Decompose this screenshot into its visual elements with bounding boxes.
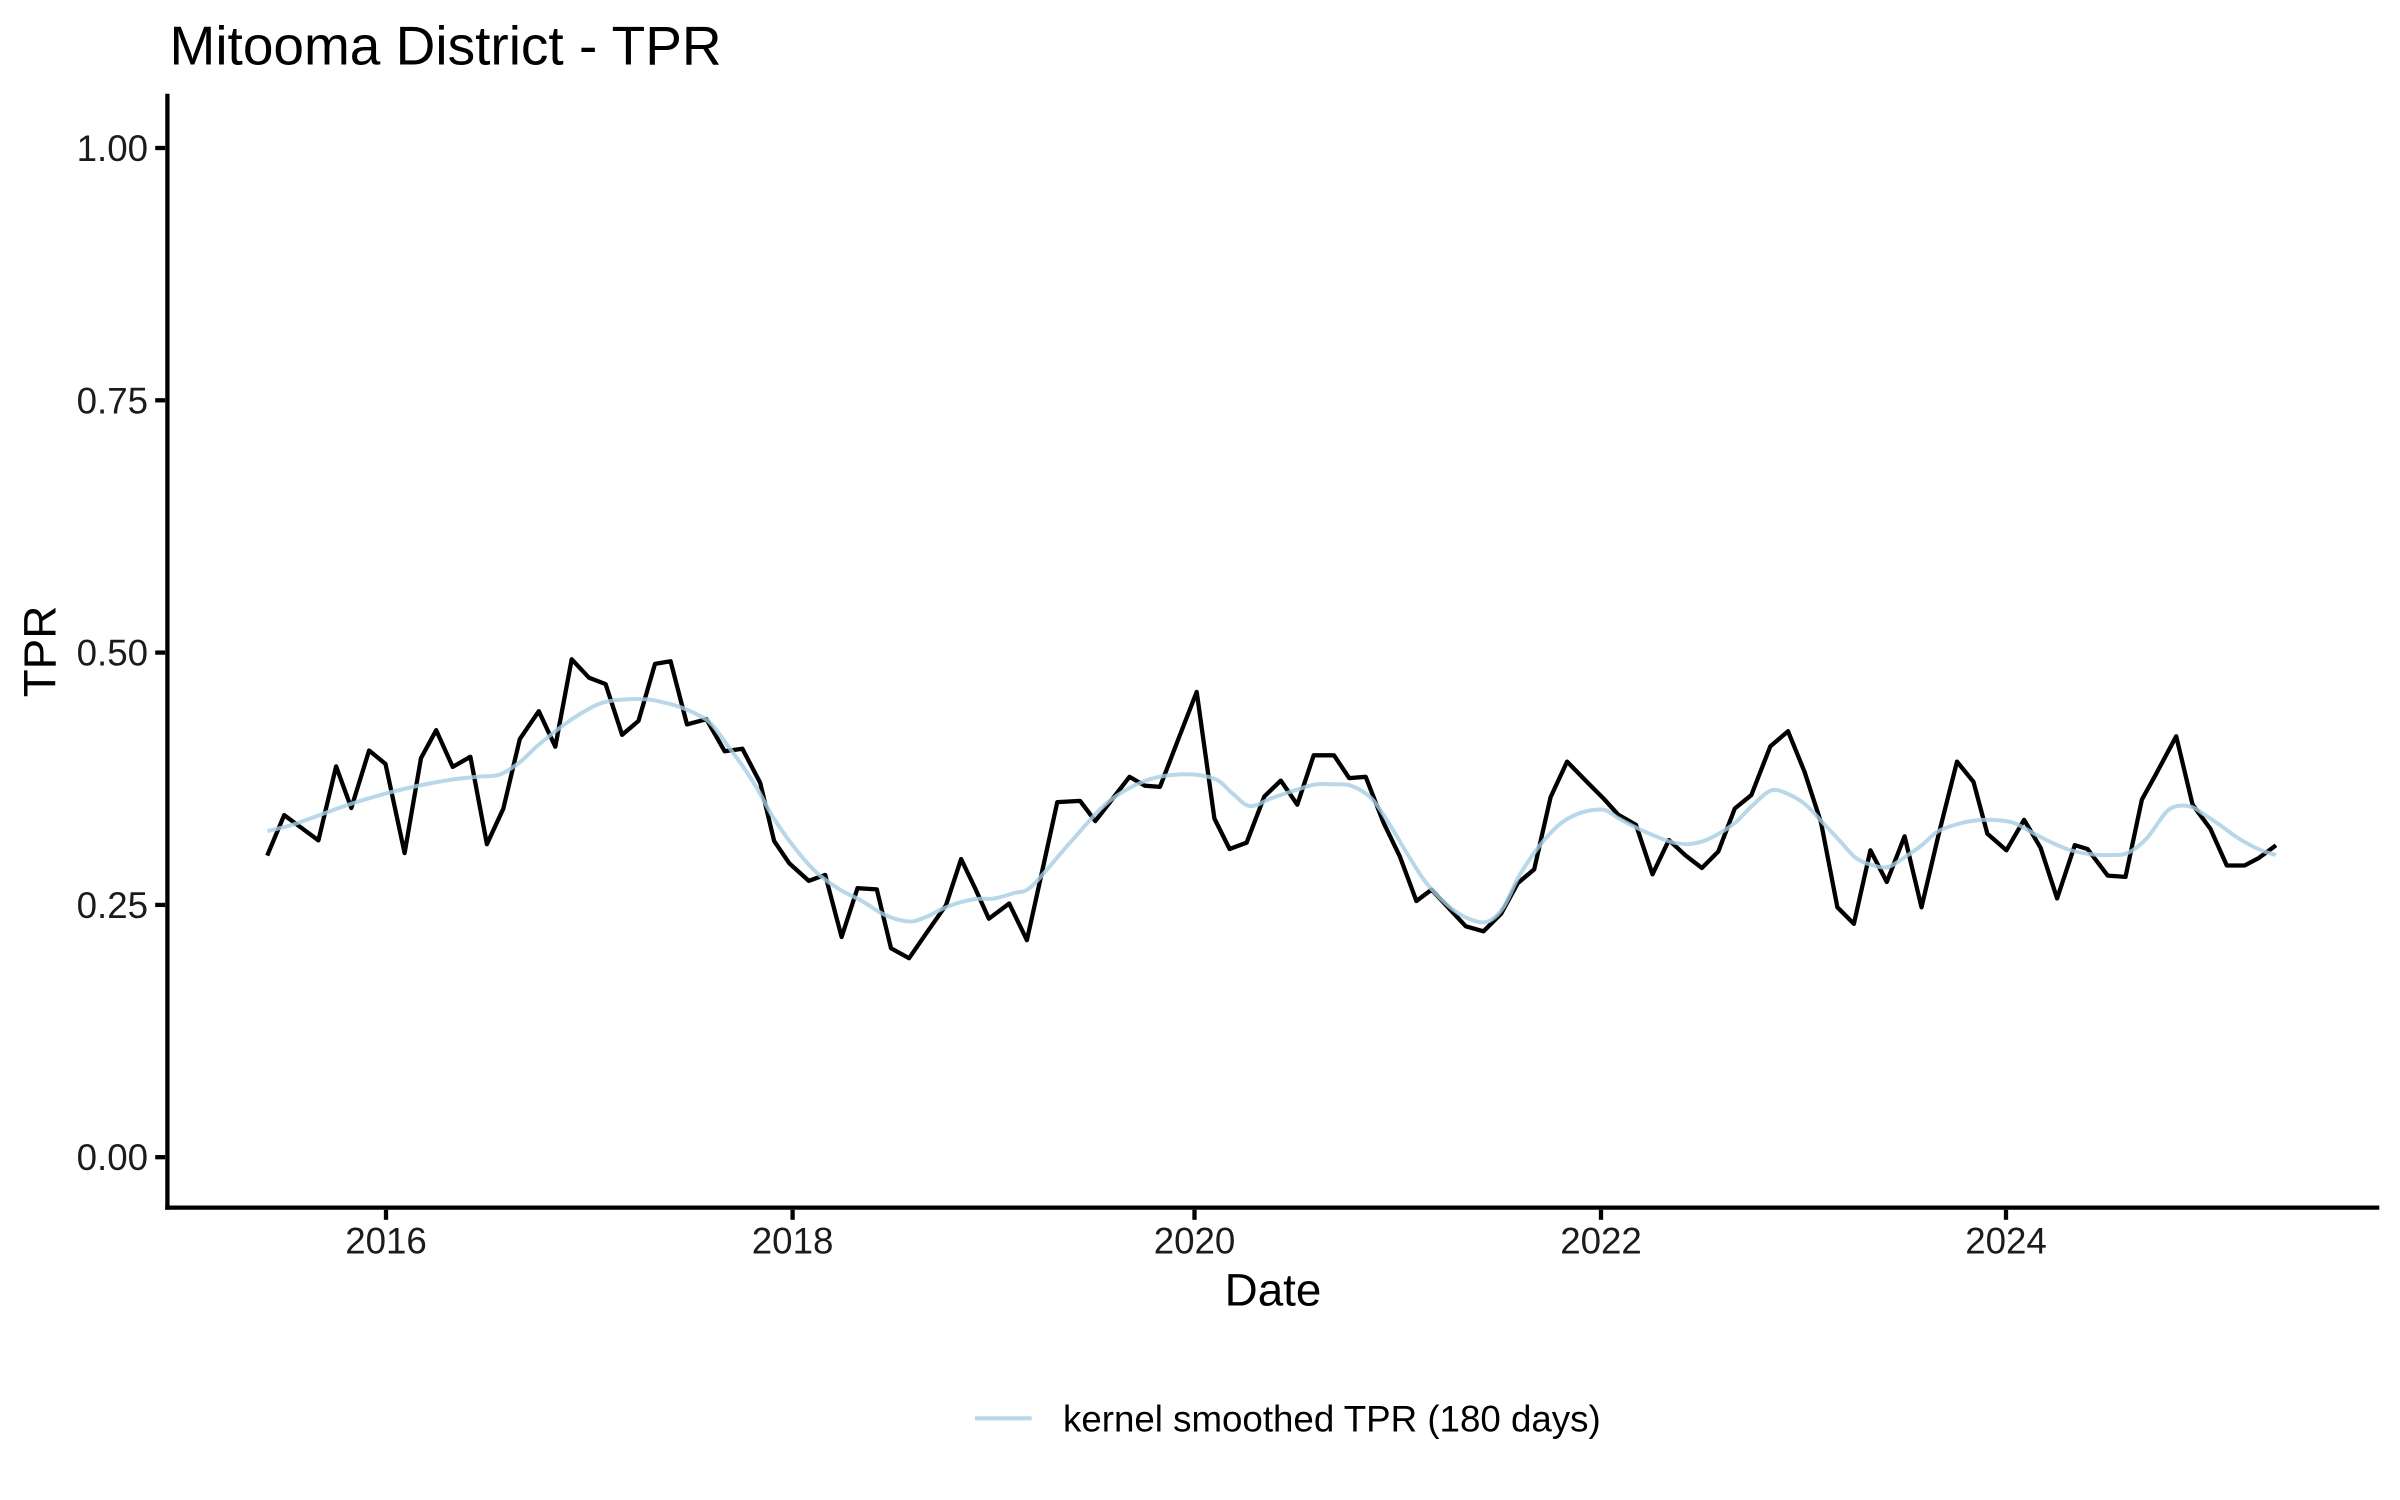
svg-text:2022: 2022 xyxy=(1560,1221,1642,1262)
svg-text:0.25: 0.25 xyxy=(77,885,148,926)
svg-text:0.00: 0.00 xyxy=(77,1137,148,1178)
svg-text:2024: 2024 xyxy=(1965,1221,2047,1262)
svg-text:TPR: TPR xyxy=(14,606,65,698)
svg-text:1.00: 1.00 xyxy=(77,128,148,169)
svg-text:0.75: 0.75 xyxy=(77,380,148,421)
svg-text:2016: 2016 xyxy=(345,1221,427,1262)
svg-text:Mitooma District - TPR: Mitooma District - TPR xyxy=(170,15,722,77)
svg-text:2018: 2018 xyxy=(752,1221,834,1262)
svg-text:0.50: 0.50 xyxy=(77,633,148,674)
svg-text:kernel smoothed TPR (180 days): kernel smoothed TPR (180 days) xyxy=(1063,1399,1601,1440)
svg-text:Date: Date xyxy=(1225,1264,1322,1315)
svg-text:2020: 2020 xyxy=(1154,1221,1236,1262)
